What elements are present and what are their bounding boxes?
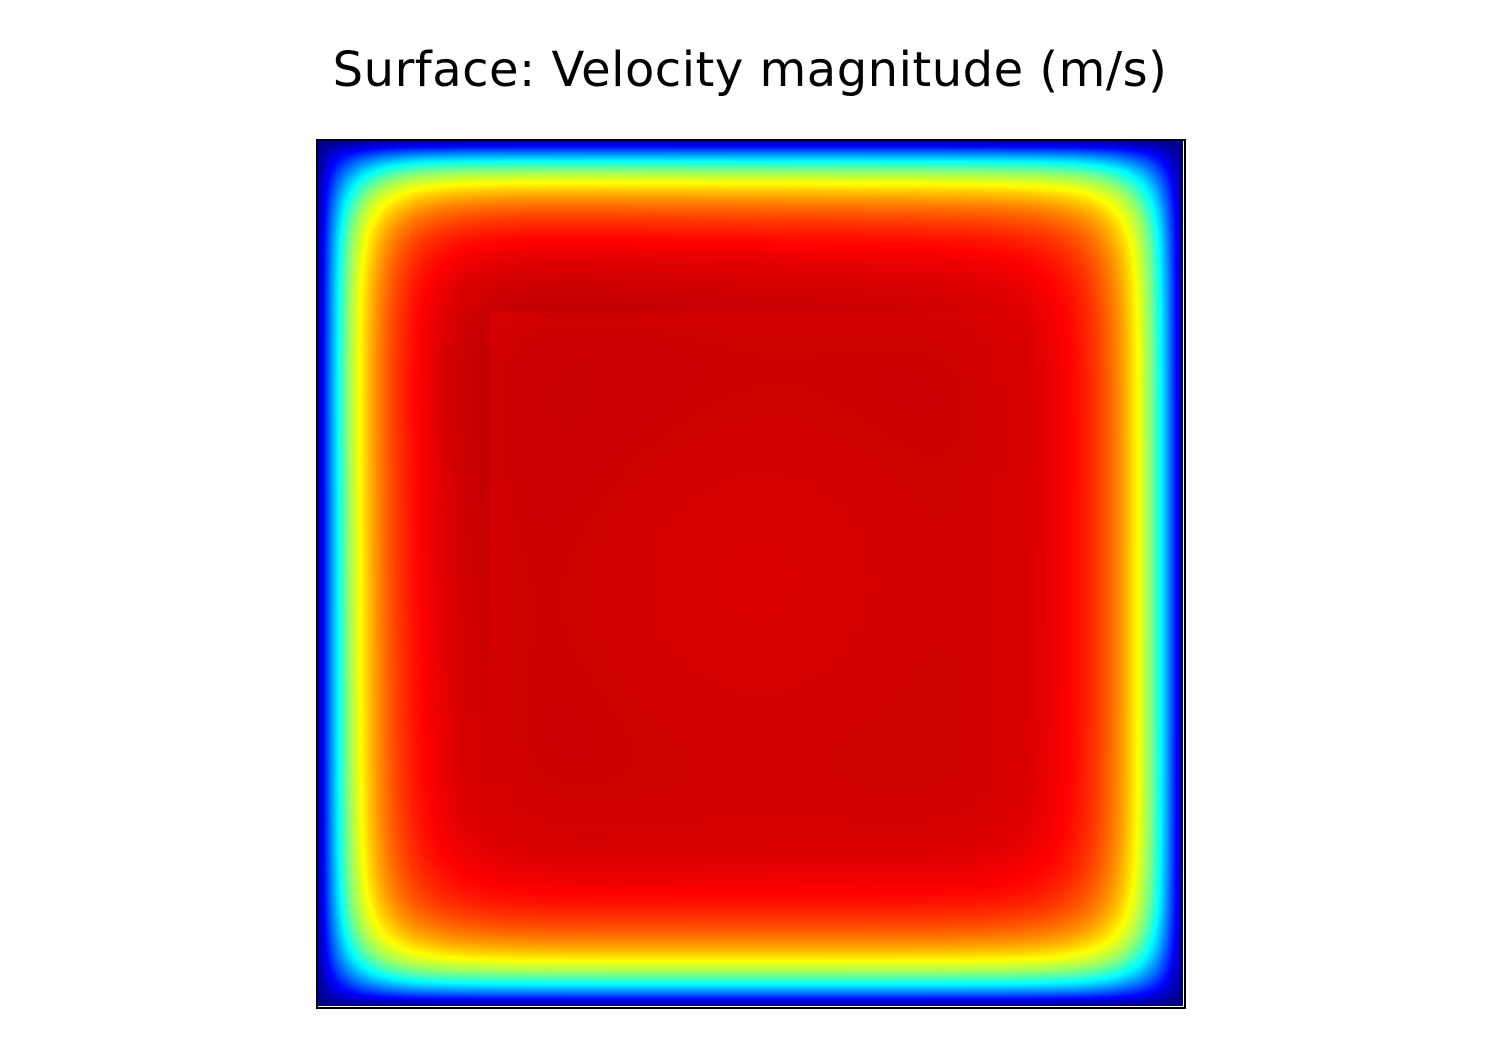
surface-plot bbox=[317, 140, 1183, 1006]
plot-title: Surface: Velocity magnitude (m/s) bbox=[332, 42, 1168, 98]
velocity-surface-heatmap bbox=[317, 140, 1183, 1006]
